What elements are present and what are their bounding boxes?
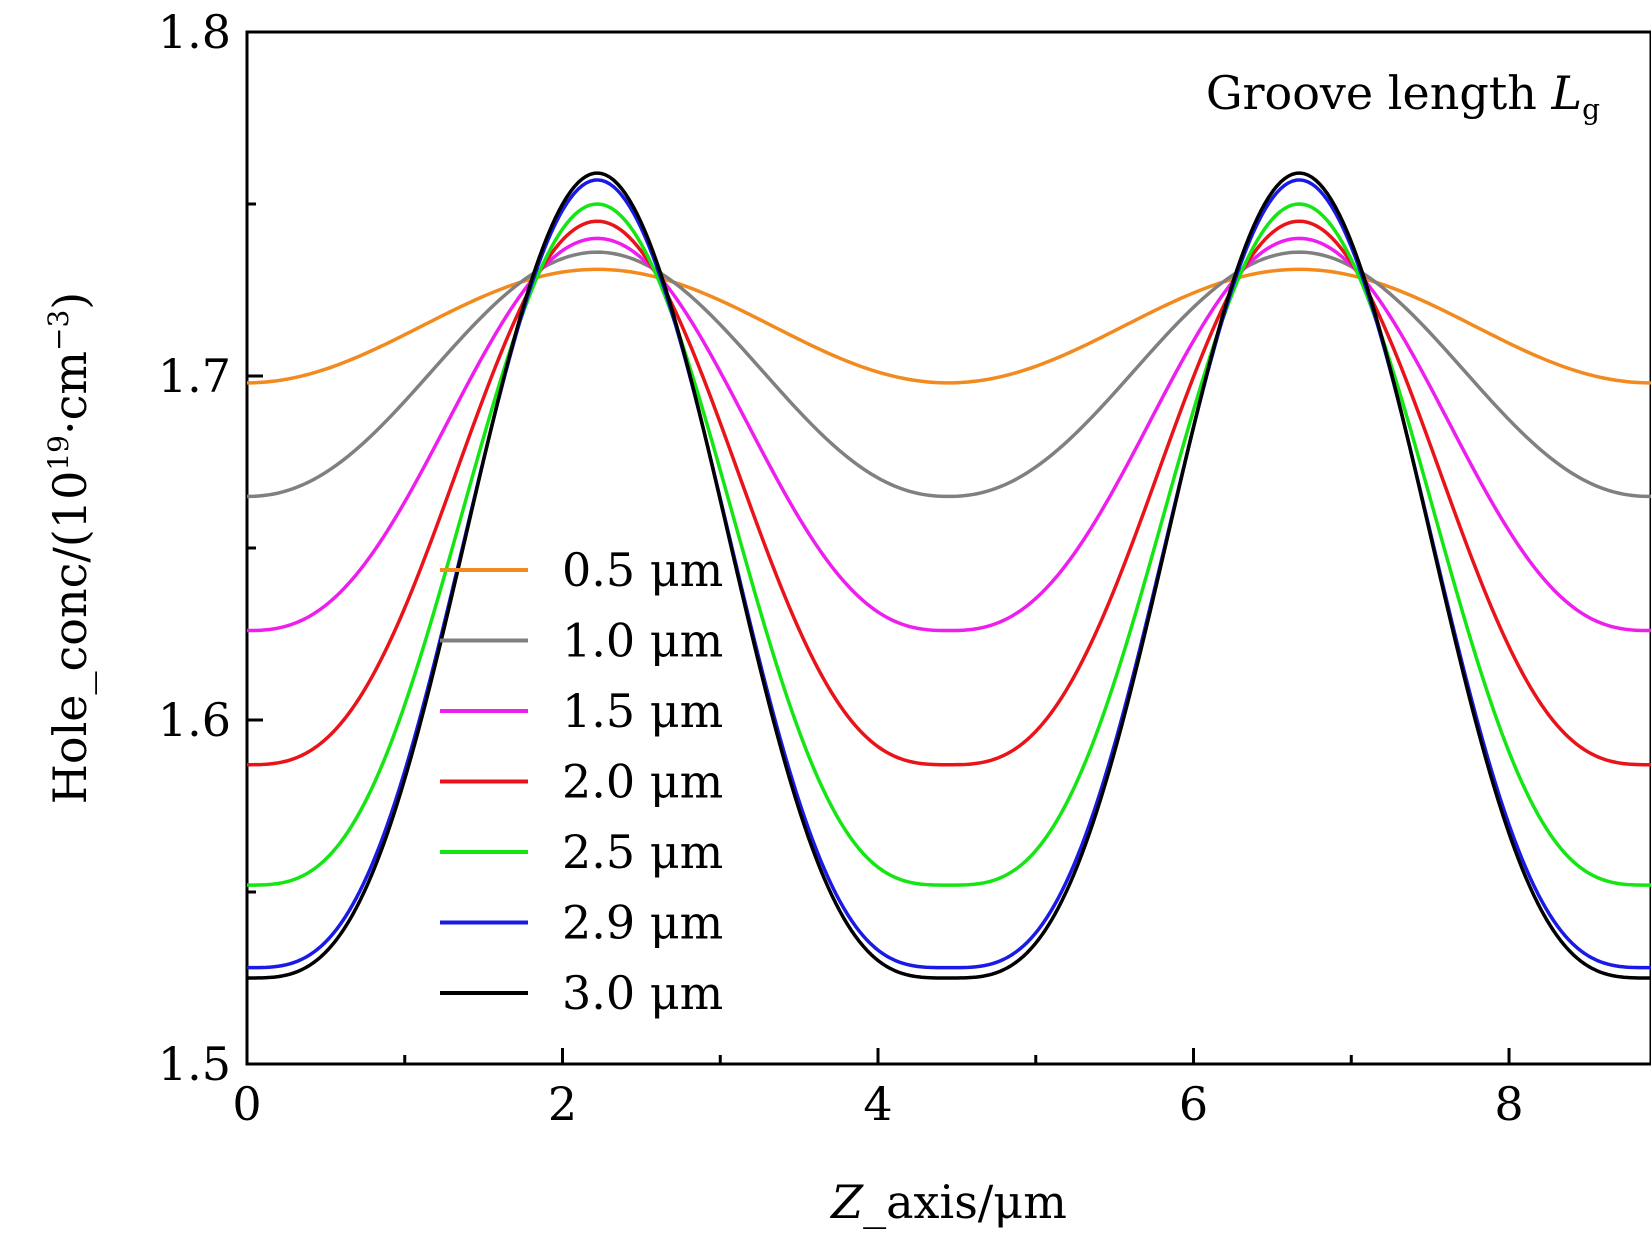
legend: 0.5 μm 1.0 μm 1.5 μm 2.0 μm 2.5 μm 2.9 μm 3.0 … xyxy=(440,543,723,1020)
y-axis-ticks: 1.5 1.6 1.7 1.8 xyxy=(158,5,263,1091)
x-tick-label: 6 xyxy=(1179,1077,1208,1131)
legend-label: 2.5 μm xyxy=(562,825,723,879)
legend-label: 1.5 μm xyxy=(562,684,723,738)
legend-label: 2.0 μm xyxy=(562,755,723,809)
plot-frame xyxy=(245,30,1651,1066)
y-tick-label: 1.8 xyxy=(158,5,231,59)
groove-length-annotation: Groove length Lg xyxy=(1206,66,1600,126)
y-axis-title: Hole_conc/(1019·cm−3) xyxy=(42,292,97,804)
x-tick-label: 8 xyxy=(1494,1077,1523,1131)
y-tick-label: 1.6 xyxy=(158,693,231,747)
series-line xyxy=(247,202,1651,887)
x-axis-title: Z_axis/μm xyxy=(829,1175,1067,1229)
x-axis-ticks: 0 2 4 6 8 xyxy=(232,1048,1524,1131)
x-tick-label: 0 xyxy=(232,1077,261,1131)
series-layer xyxy=(246,171,1651,980)
series-line xyxy=(246,219,1651,767)
legend-label: 3.0 μm xyxy=(562,966,723,1020)
y-tick-label: 1.7 xyxy=(158,349,231,403)
y-tick-label: 1.5 xyxy=(158,1037,231,1091)
series-line xyxy=(246,236,1651,633)
series-line xyxy=(246,267,1651,385)
legend-label: 1.0 μm xyxy=(562,614,723,668)
series-line xyxy=(246,250,1651,499)
x-tick-label: 2 xyxy=(548,1077,577,1131)
legend-label: 2.9 μm xyxy=(562,896,723,950)
legend-label: 0.5 μm xyxy=(562,543,723,597)
x-tick-label: 4 xyxy=(863,1077,892,1131)
series-line xyxy=(247,171,1651,980)
